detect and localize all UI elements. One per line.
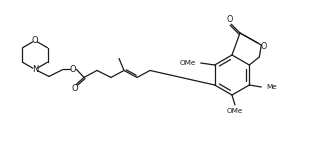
Text: O: O [227,15,233,24]
Text: N: N [32,65,38,74]
Text: O: O [70,65,76,74]
Text: O: O [32,36,38,45]
Text: O: O [72,85,78,94]
Text: OMe: OMe [227,108,243,114]
Text: O: O [261,42,267,51]
Text: OMe: OMe [179,60,196,66]
Text: Me: Me [266,84,277,90]
